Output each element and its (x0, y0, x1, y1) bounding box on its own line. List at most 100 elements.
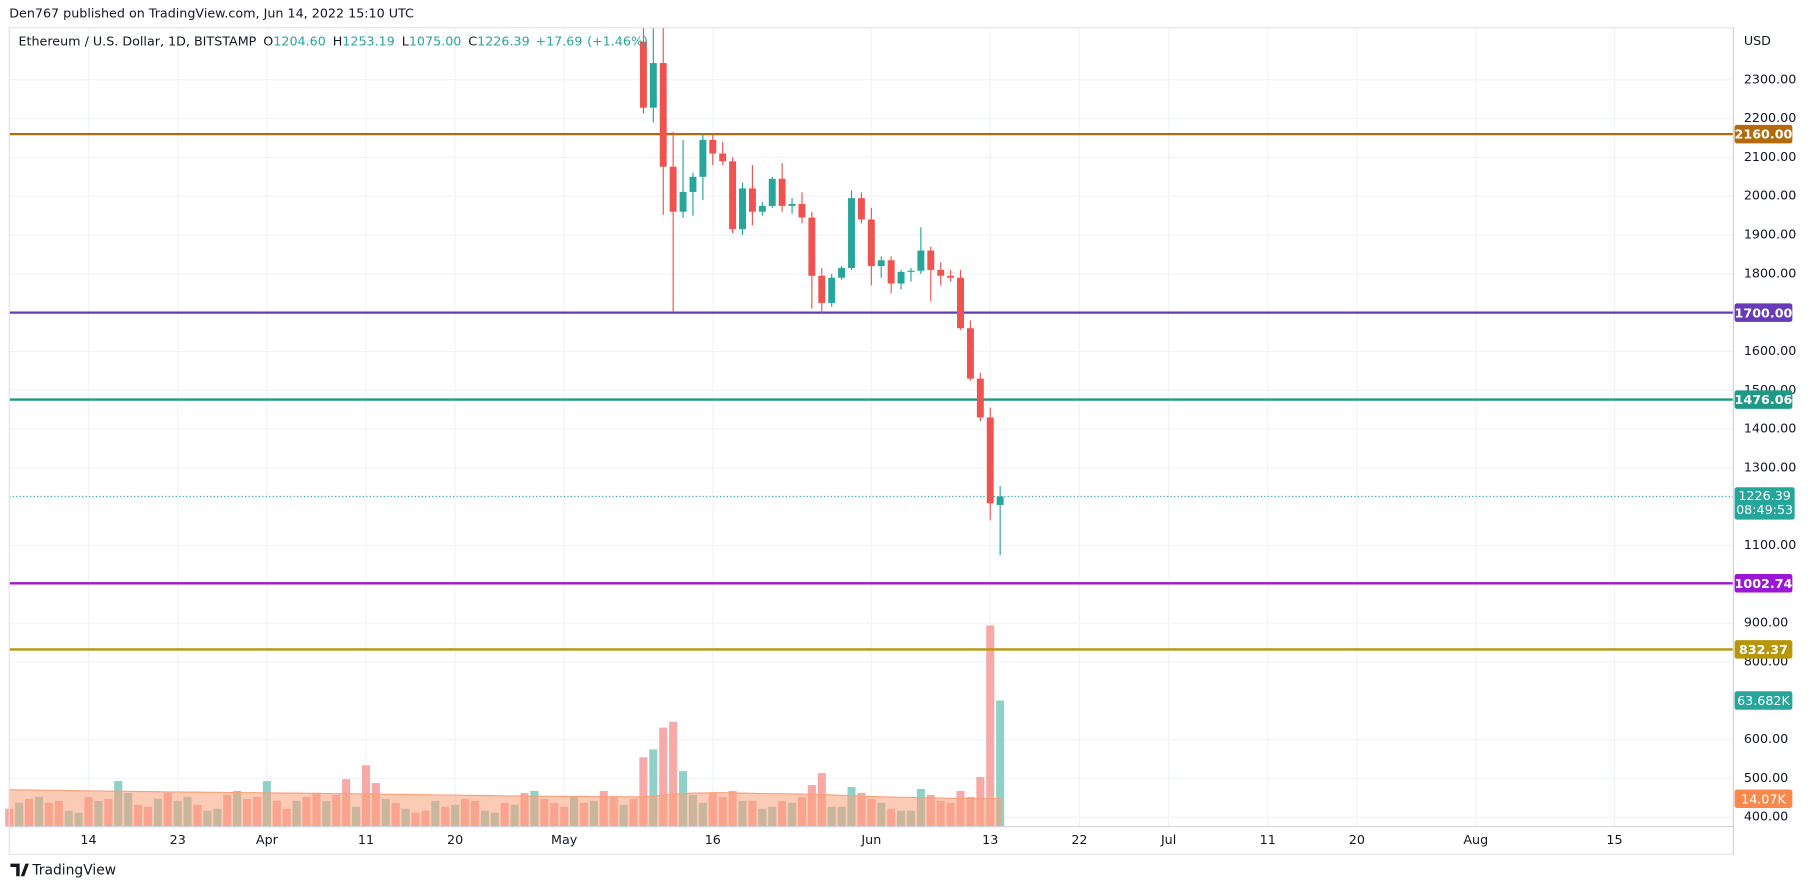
volume-ma-area (8, 789, 1001, 828)
y-tick-label: 900.00 (1744, 615, 1788, 630)
legend-value: 1204.60 (273, 33, 326, 48)
volume-bar (649, 749, 658, 827)
candle-body (877, 260, 885, 267)
candle-body (778, 178, 786, 206)
candle-body (966, 328, 974, 379)
level-label: 1002.74 (1735, 576, 1793, 591)
candle-body (669, 166, 677, 212)
x-tick-label: Apr (256, 832, 279, 847)
y-tick-label: 400.00 (1744, 809, 1788, 824)
x-tick-label: May (551, 832, 578, 847)
candle-body (996, 496, 1004, 505)
y-tick-label: 500.00 (1744, 770, 1788, 785)
candle-body (897, 271, 905, 284)
candle-body (729, 161, 737, 230)
candle-body (689, 176, 697, 192)
candle-body (927, 250, 935, 270)
candle-body (659, 63, 667, 167)
candle-body (798, 203, 806, 218)
legend-letter: C (468, 33, 477, 48)
legend: Ethereum / U.S. Dollar, 1D, BITSTAMP O120… (18, 33, 648, 48)
level-label-box (1734, 303, 1793, 322)
candle-body (739, 188, 746, 230)
publish-info: Den767 published on TradingView.com, Jun… (9, 5, 414, 20)
volume-layer (5, 625, 1005, 828)
candle-body (887, 260, 895, 284)
level-label: 2160.00 (1735, 127, 1793, 142)
x-tick-label: Jul (1160, 832, 1176, 847)
candle-body (748, 188, 756, 212)
volume-label-box (1734, 691, 1793, 710)
candle-body (867, 219, 875, 267)
level-label: 1700.00 (1735, 305, 1793, 320)
volume-ma-label-box (1734, 789, 1793, 808)
legend-value: 1075.00 (409, 33, 462, 48)
logo-mark (10, 863, 29, 877)
candle-body (857, 198, 865, 220)
candle-body (828, 277, 836, 303)
legend-symbol: Ethereum / U.S. Dollar, 1D, BITSTAMP (18, 33, 256, 48)
candle-layer (639, 27, 1004, 556)
candle-body (639, 41, 647, 108)
y-tick-label: 1600.00 (1744, 343, 1797, 358)
candle-body (709, 139, 717, 154)
x-tick-label: 22 (1071, 832, 1087, 847)
candle-body (917, 250, 925, 271)
grid-layer: 2300.00 2200.00 2100.00 2000.00 1900.00 1800.… (9, 27, 1797, 827)
candle-body (699, 139, 707, 177)
level-label: 1476.06 (1735, 392, 1793, 407)
last-price-box (1734, 487, 1795, 520)
volume-bar (639, 757, 648, 827)
candle-body (947, 275, 955, 278)
legend-letter: H (333, 33, 343, 48)
candle-body (788, 203, 796, 206)
y-tick-label: 1300.00 (1744, 459, 1797, 474)
level-label-box (1734, 640, 1793, 659)
x-tick-label: 11 (358, 832, 374, 847)
last-price-label: 1226.39 (1738, 488, 1791, 503)
candle-body (818, 275, 826, 303)
level-label: 832.37 (1739, 642, 1788, 657)
y-tick-label: 2100.00 (1744, 149, 1797, 164)
y-tick-label: 1900.00 (1744, 227, 1797, 242)
level-layer (9, 132, 1734, 651)
level-label-box (1734, 574, 1793, 593)
volume-label: 63.682K (1737, 693, 1790, 708)
candle-body (649, 63, 657, 108)
legend-letter: L (402, 33, 410, 48)
candle-body (838, 268, 846, 278)
currency: USD (1744, 33, 1771, 48)
x-tick-label: 16 (705, 832, 721, 847)
footer-logo: TradingView (10, 863, 116, 879)
label-layer: 14 23 Apr 11 20 May 16 Jun 13 22 Jul 11 20 Aug 15 2160.… (80, 124, 1795, 847)
volume-bar (669, 721, 678, 827)
volume-bar (659, 727, 668, 827)
x-tick-label: Jun (860, 832, 881, 847)
legend-change-pct: (+1.46%) (587, 33, 648, 48)
legend-letter: O (263, 33, 273, 48)
candle-body (976, 378, 984, 418)
x-tick-label: 15 (1606, 832, 1622, 847)
volume-bar (996, 700, 1005, 827)
x-tick-label: 11 (1260, 832, 1276, 847)
candle-body (848, 198, 855, 269)
volume-bar (986, 625, 995, 827)
y-tick-label: 600.00 (1744, 731, 1788, 746)
candle-body (768, 178, 776, 206)
candle-body (937, 269, 945, 276)
x-tick-label: 23 (170, 832, 186, 847)
x-tick-label: 20 (447, 832, 463, 847)
candle-body (679, 191, 687, 212)
y-tick-label: 2300.00 (1744, 71, 1797, 86)
legend-change: +17.69 (535, 33, 582, 48)
y-tick-label: 1100.00 (1744, 537, 1797, 552)
footer-brand: TradingView (31, 863, 116, 879)
y-tick-label: 2200.00 (1744, 110, 1797, 125)
volume-ma-label: 14.07K (1741, 791, 1786, 806)
x-tick-label: 13 (982, 832, 998, 847)
level-label-box (1734, 390, 1793, 409)
legend-value: 1253.19 (342, 33, 395, 48)
x-tick-label: 20 (1349, 832, 1365, 847)
